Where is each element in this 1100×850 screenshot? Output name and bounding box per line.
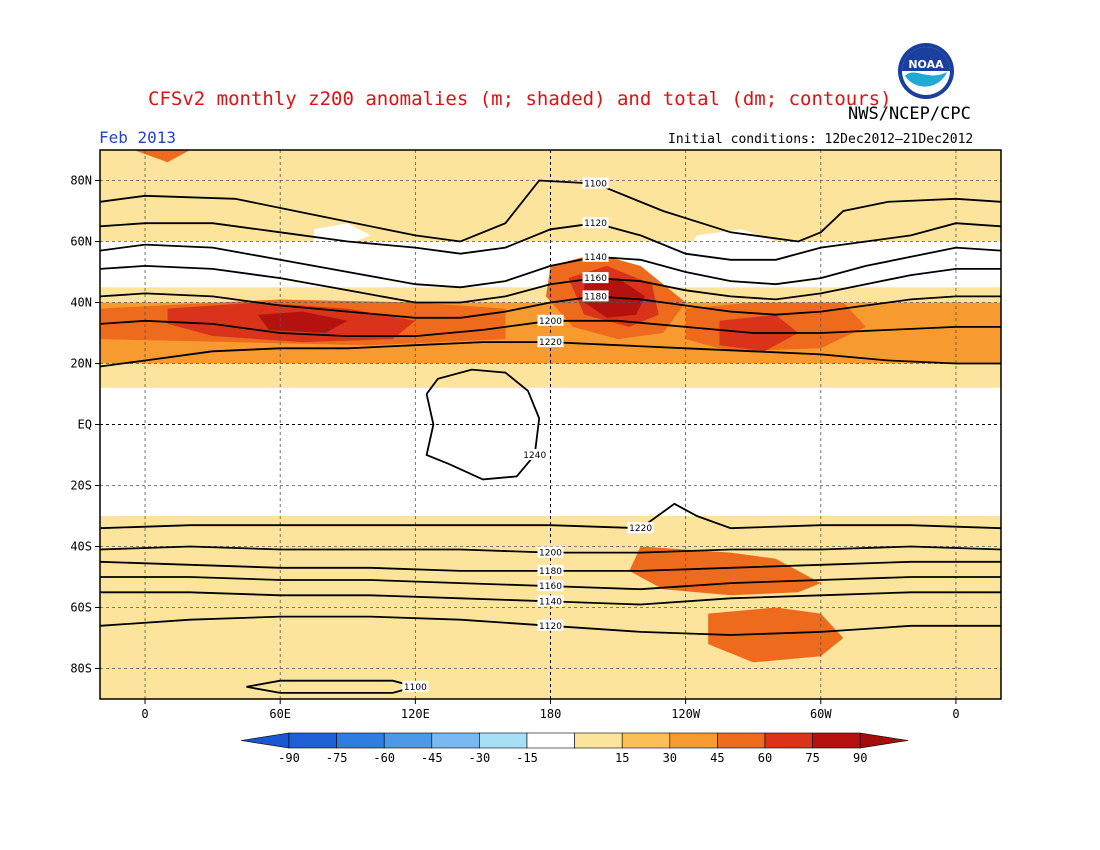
contour-label: 1200 (537, 314, 564, 327)
y-tick-label: 60N (70, 235, 92, 249)
y-axis-ticks: 80N 60N 40N 20N EQ 20S 40S 60S 80S (70, 174, 100, 676)
colorbar-segment (383, 732, 433, 749)
y-tick-label: 80S (70, 662, 92, 676)
contour-label: 1160 (582, 272, 609, 284)
contour-label-text: 1200 (539, 317, 562, 327)
colorbar-tick-label: 90 (853, 751, 867, 765)
colorbar-tick-label: -15 (516, 751, 538, 765)
contour-label-text: 1220 (629, 524, 652, 534)
x-tick-label: 60W (810, 707, 832, 721)
noaa-logo-text: NOAA (908, 58, 944, 71)
contour-label: 1240 (521, 449, 548, 461)
agency-label: NWS/NCEP/CPC (848, 104, 971, 124)
contour-label-text: 1240 (523, 451, 546, 461)
contour-label: 1180 (582, 290, 609, 302)
colorbar-segment (812, 732, 861, 749)
contour-label: 1180 (537, 564, 564, 577)
initial-conditions-label: Initial conditions: (668, 132, 817, 147)
colorbar-tick-label: -75 (326, 751, 348, 765)
x-tick-label: 120E (401, 707, 430, 721)
colorbar-segment (621, 732, 671, 749)
y-tick-label: EQ (78, 418, 92, 432)
contour-label-text: 1160 (539, 582, 562, 592)
contour-label-text: 1120 (539, 622, 562, 632)
colorbar-segment (479, 732, 528, 749)
contour-label: 1220 (627, 522, 654, 534)
contour-label-text: 1180 (539, 567, 562, 577)
colorbar-high-arrow (859, 732, 909, 749)
x-axis-ticks: 0 60E 120E 180 120W 60W 0 (141, 699, 960, 721)
x-tick-label: 0 (952, 707, 959, 721)
colorbar-segment (669, 732, 718, 749)
x-tick-label: 180 (540, 707, 562, 721)
noaa-logo-icon: NOAA (898, 43, 954, 99)
colorbar: -90 -75 -60 -45 -30 -15 15 30 45 60 75 90 (240, 732, 909, 765)
colorbar-tick-label: -60 (373, 751, 395, 765)
colorbar-tick-label: -45 (421, 751, 443, 765)
contour-label: 1220 (537, 336, 564, 348)
colorbar-tick-label: 15 (615, 751, 629, 765)
contour-label: 1160 (537, 580, 564, 592)
contour-label: 1100 (582, 177, 609, 190)
chart-title: CFSv2 monthly z200 anomalies (m; shaded)… (148, 88, 892, 110)
contour-label-text: 1220 (539, 338, 562, 348)
anomaly-region (257, 311, 348, 333)
contour-label: 1120 (582, 217, 609, 229)
colorbar-tick-label: -90 (278, 751, 300, 765)
colorbar-tick-label: 60 (758, 751, 772, 765)
contour-lines: 1100 1120 1140 1160 1180 1200 1220 1240 1220 1200… (100, 177, 1001, 694)
colorbar-tick-label: -30 (469, 751, 491, 765)
colorbar-segment (336, 732, 385, 749)
contour-label-text: 1140 (584, 253, 607, 263)
y-tick-label: 80N (70, 174, 92, 188)
contour-label-text: 1100 (404, 683, 427, 693)
colorbar-low-arrow (240, 732, 290, 749)
contour-label-text: 1200 (539, 549, 562, 559)
contour-label-text: 1180 (584, 292, 607, 302)
y-tick-label: 20N (70, 357, 92, 371)
colorbar-tick-label: 45 (710, 751, 724, 765)
contour-label: 1140 (582, 250, 609, 263)
contour-label: 1100 (402, 680, 429, 693)
contour-label-text: 1160 (584, 274, 607, 284)
colorbar-segment (288, 732, 337, 749)
colorbar-segment (431, 732, 480, 749)
colorbar-tick-label: 30 (663, 751, 677, 765)
contour-label-text: 1120 (584, 219, 607, 229)
y-tick-label: 60S (70, 601, 92, 615)
colorbar-segment (717, 732, 766, 749)
x-tick-label: 0 (141, 707, 148, 721)
contour-label-text: 1140 (539, 597, 562, 607)
contour-label: 1120 (537, 619, 564, 632)
x-tick-label: 60E (269, 707, 291, 721)
y-tick-label: 40N (70, 296, 92, 310)
colorbar-segment (574, 732, 623, 749)
colorbar-tick-label: 75 (805, 751, 819, 765)
anomaly-region (703, 473, 736, 504)
initial-conditions: Initial conditions: 12Dec2012–21Dec2012 (668, 132, 973, 147)
contour-label: 1200 (537, 546, 564, 559)
initial-conditions-value: 12Dec2012–21Dec2012 (824, 132, 974, 147)
colorbar-segment (526, 732, 575, 749)
forecast-period: Feb 2013 (99, 128, 177, 147)
y-tick-label: 40S (70, 540, 92, 554)
colorbar-segment (764, 732, 813, 749)
y-tick-label: 20S (70, 479, 92, 493)
contour-label: 1140 (537, 595, 564, 607)
anomaly-region (629, 546, 821, 596)
anomaly-region (708, 607, 844, 663)
contour-label-text: 1100 (584, 180, 607, 190)
x-tick-label: 120W (671, 707, 701, 721)
